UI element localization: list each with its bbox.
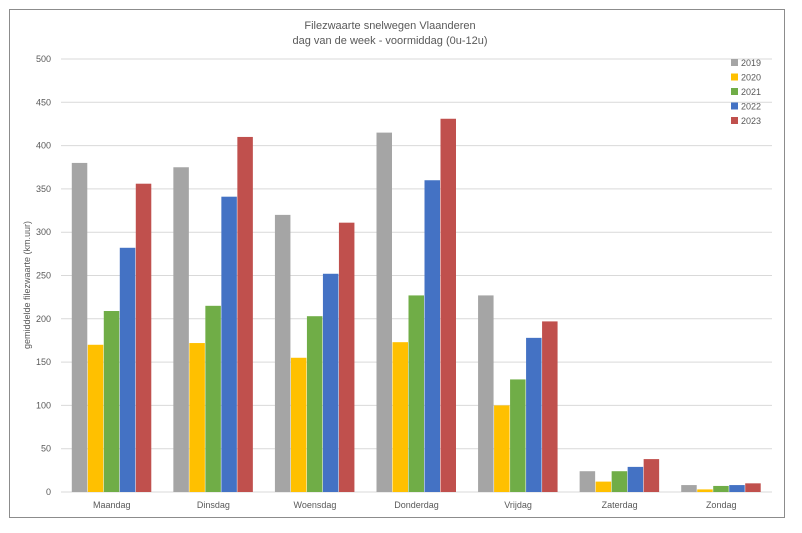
y-tick-label: 450: [36, 97, 51, 107]
bar-2021-vrijdag: [510, 379, 526, 492]
legend-label-2019: 2019: [741, 58, 761, 68]
y-axis-label: gemiddelde filezwaarte (km.uur): [22, 221, 32, 349]
x-tick-label: Maandag: [93, 500, 131, 510]
legend-label-2021: 2021: [741, 87, 761, 97]
legend-label-2022: 2022: [741, 102, 761, 112]
y-tick-label: 100: [36, 400, 51, 410]
y-tick-label: 250: [36, 271, 51, 281]
bar-2022-maandag: [119, 247, 136, 492]
bar-2020-vrijdag: [494, 405, 510, 492]
bar-2022-zondag: [729, 485, 745, 492]
bar-chart: Filezwaarte snelwegen Vlaanderen dag van…: [22, 20, 772, 510]
bar-2020-zondag: [697, 489, 713, 492]
y-tick-labels: 0 50 100 150 200 250 300 350 400 450 500: [36, 54, 51, 497]
bar-2020-zaterdag: [595, 481, 612, 492]
bar-2022-zaterdag: [627, 466, 644, 492]
x-tick-label: Zaterdag: [602, 500, 638, 510]
y-tick-label: 300: [36, 227, 51, 237]
chart-subtitle: dag van de week - voormiddag (0u-12u): [292, 35, 487, 47]
bar-2021-zaterdag: [611, 471, 628, 492]
legend-swatch-2019: [731, 59, 738, 66]
bar-2019-dinsdag: [173, 167, 189, 492]
y-tick-label: 400: [36, 141, 51, 151]
x-tick-label: Vrijdag: [504, 500, 532, 510]
bar-2019-woensdag: [274, 214, 291, 492]
bar-2020-dinsdag: [189, 343, 205, 492]
bar-2023-zaterdag: [643, 459, 660, 492]
y-tick-label: 350: [36, 184, 51, 194]
bar-2019-zaterdag: [579, 471, 596, 492]
y-tick-label: 200: [36, 314, 51, 324]
bar-2023-maandag: [135, 183, 152, 493]
bar-2022-donderdag: [424, 180, 440, 493]
legend-swatch-2022: [731, 102, 738, 110]
bar-2023-dinsdag: [237, 136, 253, 492]
chart-frame: Filezwaarte snelwegen Vlaanderen dag van…: [9, 9, 785, 518]
bar-2023-vrijdag: [542, 321, 558, 492]
bar-2023-woensdag: [338, 222, 355, 492]
x-tick-label: Donderdag: [394, 500, 439, 510]
bar-2021-donderdag: [408, 295, 424, 492]
legend-swatch-2021: [731, 88, 738, 95]
bars: [71, 118, 761, 493]
bar-2019-maandag: [71, 162, 88, 493]
bar-2021-dinsdag: [205, 305, 221, 492]
bar-2020-woensdag: [290, 357, 307, 492]
chart-title: Filezwaarte snelwegen Vlaanderen: [304, 20, 475, 32]
legend: 2019 2020 2021 2022 2023: [731, 58, 761, 126]
x-tick-label: Dinsdag: [197, 500, 230, 510]
x-tick-labels: Maandag Dinsdag Woensdag Donderdag Vrijdag Za…: [93, 500, 736, 510]
bar-2021-zondag: [713, 485, 729, 492]
legend-swatch-2020: [731, 73, 738, 81]
y-tick-label: 50: [41, 444, 51, 454]
bar-2023-donderdag: [440, 118, 456, 492]
bar-2019-donderdag: [376, 132, 392, 493]
y-tick-label: 150: [36, 357, 51, 367]
bar-2020-maandag: [87, 344, 104, 492]
legend-swatch-2023: [731, 117, 738, 124]
x-tick-label: Woensdag: [293, 500, 336, 510]
bar-2022-dinsdag: [221, 196, 237, 492]
y-tick-label: 500: [36, 54, 51, 64]
bar-2021-maandag: [103, 311, 120, 492]
bar-2020-donderdag: [392, 342, 408, 492]
bar-2022-woensdag: [322, 273, 339, 492]
bar-2023-zondag: [745, 483, 761, 492]
bar-2022-vrijdag: [526, 337, 542, 492]
bar-2019-vrijdag: [478, 295, 494, 492]
legend-label-2023: 2023: [741, 116, 761, 126]
y-tick-label: 0: [46, 487, 51, 497]
x-tick-label: Zondag: [706, 500, 737, 510]
legend-label-2020: 2020: [741, 73, 761, 83]
bar-2021-woensdag: [306, 316, 323, 492]
bar-2019-zondag: [681, 485, 697, 492]
